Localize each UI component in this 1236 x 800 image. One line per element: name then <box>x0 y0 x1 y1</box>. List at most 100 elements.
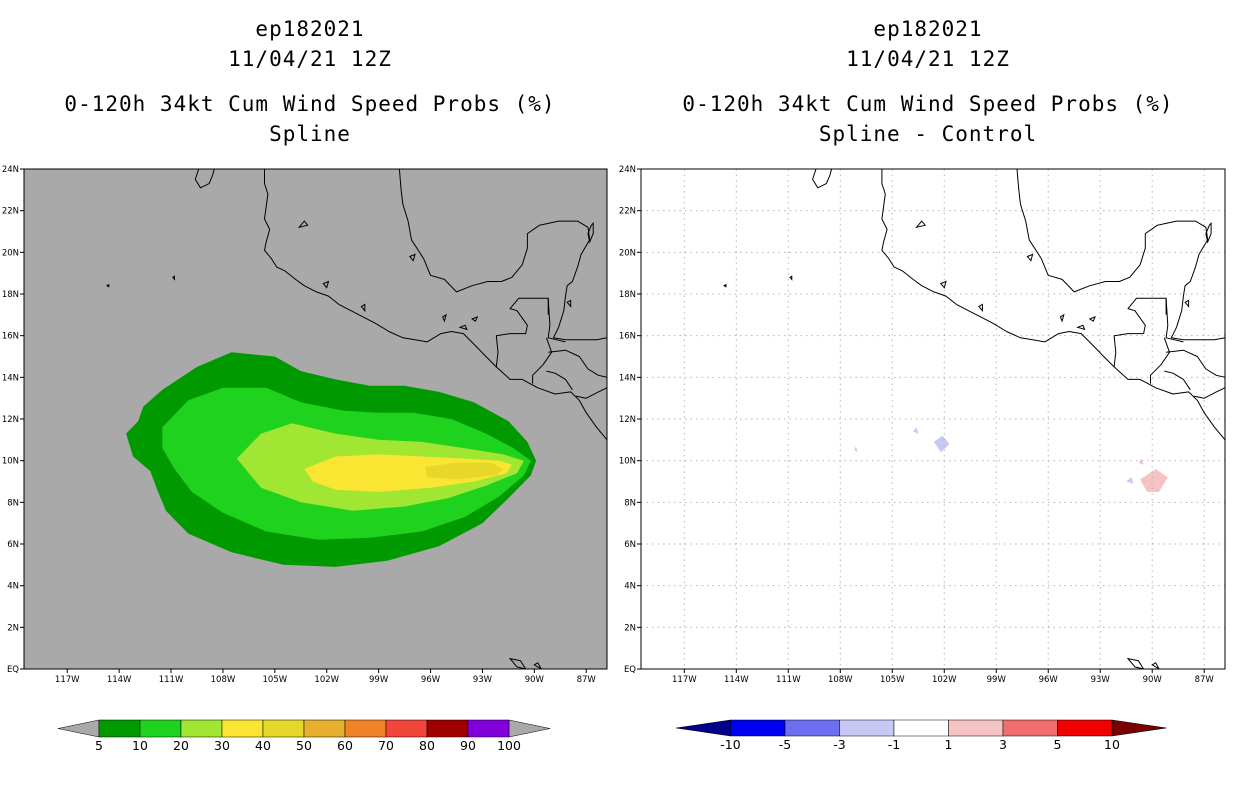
left-storm-id: ep182021 <box>255 17 365 41</box>
left-island <box>508 657 527 669</box>
right-island <box>978 303 983 313</box>
right-colorbar-swatch <box>730 719 786 737</box>
left-lat-label: 18N <box>2 290 19 300</box>
left-colorbar-swatch <box>344 719 387 738</box>
right-panel-title: ep182021 11/04/21 12Z 0-120h 34kt Cum Wi… <box>626 14 1230 149</box>
left-island <box>533 662 542 669</box>
left-island <box>566 299 572 308</box>
right-colorbar-high-arrow <box>1111 719 1167 737</box>
left-colorbar-label: 80 <box>419 738 435 753</box>
left-colorbar: 5 10 20 30 40 50 60 70 80 90 100 <box>57 719 551 753</box>
right-country-border <box>1164 370 1191 391</box>
right-island <box>1026 253 1034 262</box>
left-lon-label: 96W <box>421 675 441 685</box>
left-lat-label: 4N <box>7 582 19 592</box>
left-lon-label: 114W <box>107 675 132 685</box>
left-coastline <box>194 169 215 189</box>
left-colorbar-swatch <box>180 719 223 738</box>
right-lon-label: 99W <box>987 675 1007 685</box>
left-coastline <box>264 169 607 441</box>
left-colorbar-swatch <box>98 719 141 738</box>
right-colorbar-label: 10 <box>1104 737 1120 752</box>
left-lon-label: 117W <box>55 675 80 685</box>
left-country-border <box>547 298 566 343</box>
right-date: 11/04/21 12Z <box>846 47 1010 71</box>
left-colorbar-low-arrow <box>57 719 100 738</box>
left-island <box>408 253 416 262</box>
right-island <box>915 220 927 229</box>
right-island <box>1205 221 1212 244</box>
right-colorbar-label: -1 <box>888 737 900 752</box>
left-colorbar-swatch <box>385 719 428 738</box>
right-lat-label: 12N <box>619 415 636 425</box>
left-colorbar-label: 60 <box>337 738 353 753</box>
right-lon-label: 114W <box>724 675 749 685</box>
right-island <box>1076 324 1086 331</box>
right-colorbar-low-arrow <box>675 719 731 737</box>
right-colorbar-swatch <box>948 719 1004 737</box>
right-lat-label: 10N <box>619 457 636 467</box>
left-colorbar-label: 70 <box>378 738 394 753</box>
left-colorbar-swatch <box>262 719 305 738</box>
left-lon-label: 111W <box>159 675 184 685</box>
left-colorbar-label: 10 <box>132 738 148 753</box>
left-colorbar-label: 30 <box>214 738 230 753</box>
right-prob-region-5 <box>854 446 858 453</box>
right-product: 0-120h 34kt Cum Wind Speed Probs (%) <box>682 92 1174 116</box>
left-coastline <box>398 169 607 341</box>
left-lat-label: 16N <box>2 332 19 342</box>
left-colorbar-swatch <box>303 719 346 738</box>
right-lat-label: 14N <box>619 373 636 383</box>
right-island <box>1126 657 1145 669</box>
right-lon-label: 111W <box>776 675 801 685</box>
left-lon-label: 87W <box>577 675 597 685</box>
left-island <box>587 221 594 244</box>
left-lat-label: 14N <box>2 373 19 383</box>
right-prob-region-4 <box>1138 458 1144 465</box>
right-lat-label: 22N <box>619 207 636 217</box>
right-lon-label: 90W <box>1143 675 1163 685</box>
left-product: 0-120h 34kt Cum Wind Speed Probs (%) <box>64 92 556 116</box>
left-lat-label: 24N <box>2 165 19 175</box>
right-prob-region-3 <box>1140 469 1168 492</box>
left-island <box>470 315 479 322</box>
left-island <box>458 324 468 331</box>
left-lon-label: 108W <box>211 675 236 685</box>
left-map-panel: 117W 114W 111W 108W 105W 102W 99W 96W 93W 90W 87W E… <box>2 165 608 685</box>
left-island <box>106 283 110 288</box>
right-lon-label: 87W <box>1195 675 1215 685</box>
left-colorbar-high-arrow <box>508 719 551 738</box>
right-island <box>789 275 793 281</box>
right-lon-label: 93W <box>1091 675 1111 685</box>
right-colorbar-label: 3 <box>999 737 1007 752</box>
left-island <box>442 313 447 323</box>
left-prob-region-4 <box>425 462 504 480</box>
right-lat-label: 20N <box>619 248 636 258</box>
left-colorbar-swatch <box>467 719 510 738</box>
left-lat-label: 10N <box>2 457 19 467</box>
right-lat-label: 8N <box>624 498 636 508</box>
left-island <box>322 280 330 289</box>
right-island <box>1184 299 1190 308</box>
right-island <box>1059 313 1065 323</box>
left-lat-label: 22N <box>2 207 19 217</box>
right-prob-region-0 <box>933 435 950 453</box>
right-coastline <box>881 169 1225 441</box>
right-prob-region-1 <box>913 427 919 434</box>
left-colorbar-label: 100 <box>497 738 521 753</box>
right-colorbar-swatch <box>893 719 949 737</box>
right-lon-label: 117W <box>672 675 697 685</box>
left-island <box>297 220 309 229</box>
left-date: 11/04/21 12Z <box>228 47 392 71</box>
left-country-border <box>532 337 553 384</box>
left-colorbar-label: 90 <box>460 738 476 753</box>
left-colorbar-label: 5 <box>95 738 103 753</box>
left-lon-label: 102W <box>314 675 339 685</box>
left-country-border <box>495 297 549 367</box>
left-lon-label: 90W <box>525 675 545 685</box>
right-colorbar-swatch <box>1002 719 1058 737</box>
right-country-border <box>1193 387 1225 399</box>
left-colorbar-swatch <box>426 719 469 738</box>
right-colorbar: -10 -5 -3 -1 1 3 5 10 <box>675 719 1167 752</box>
right-lat-label: 2N <box>624 623 636 633</box>
